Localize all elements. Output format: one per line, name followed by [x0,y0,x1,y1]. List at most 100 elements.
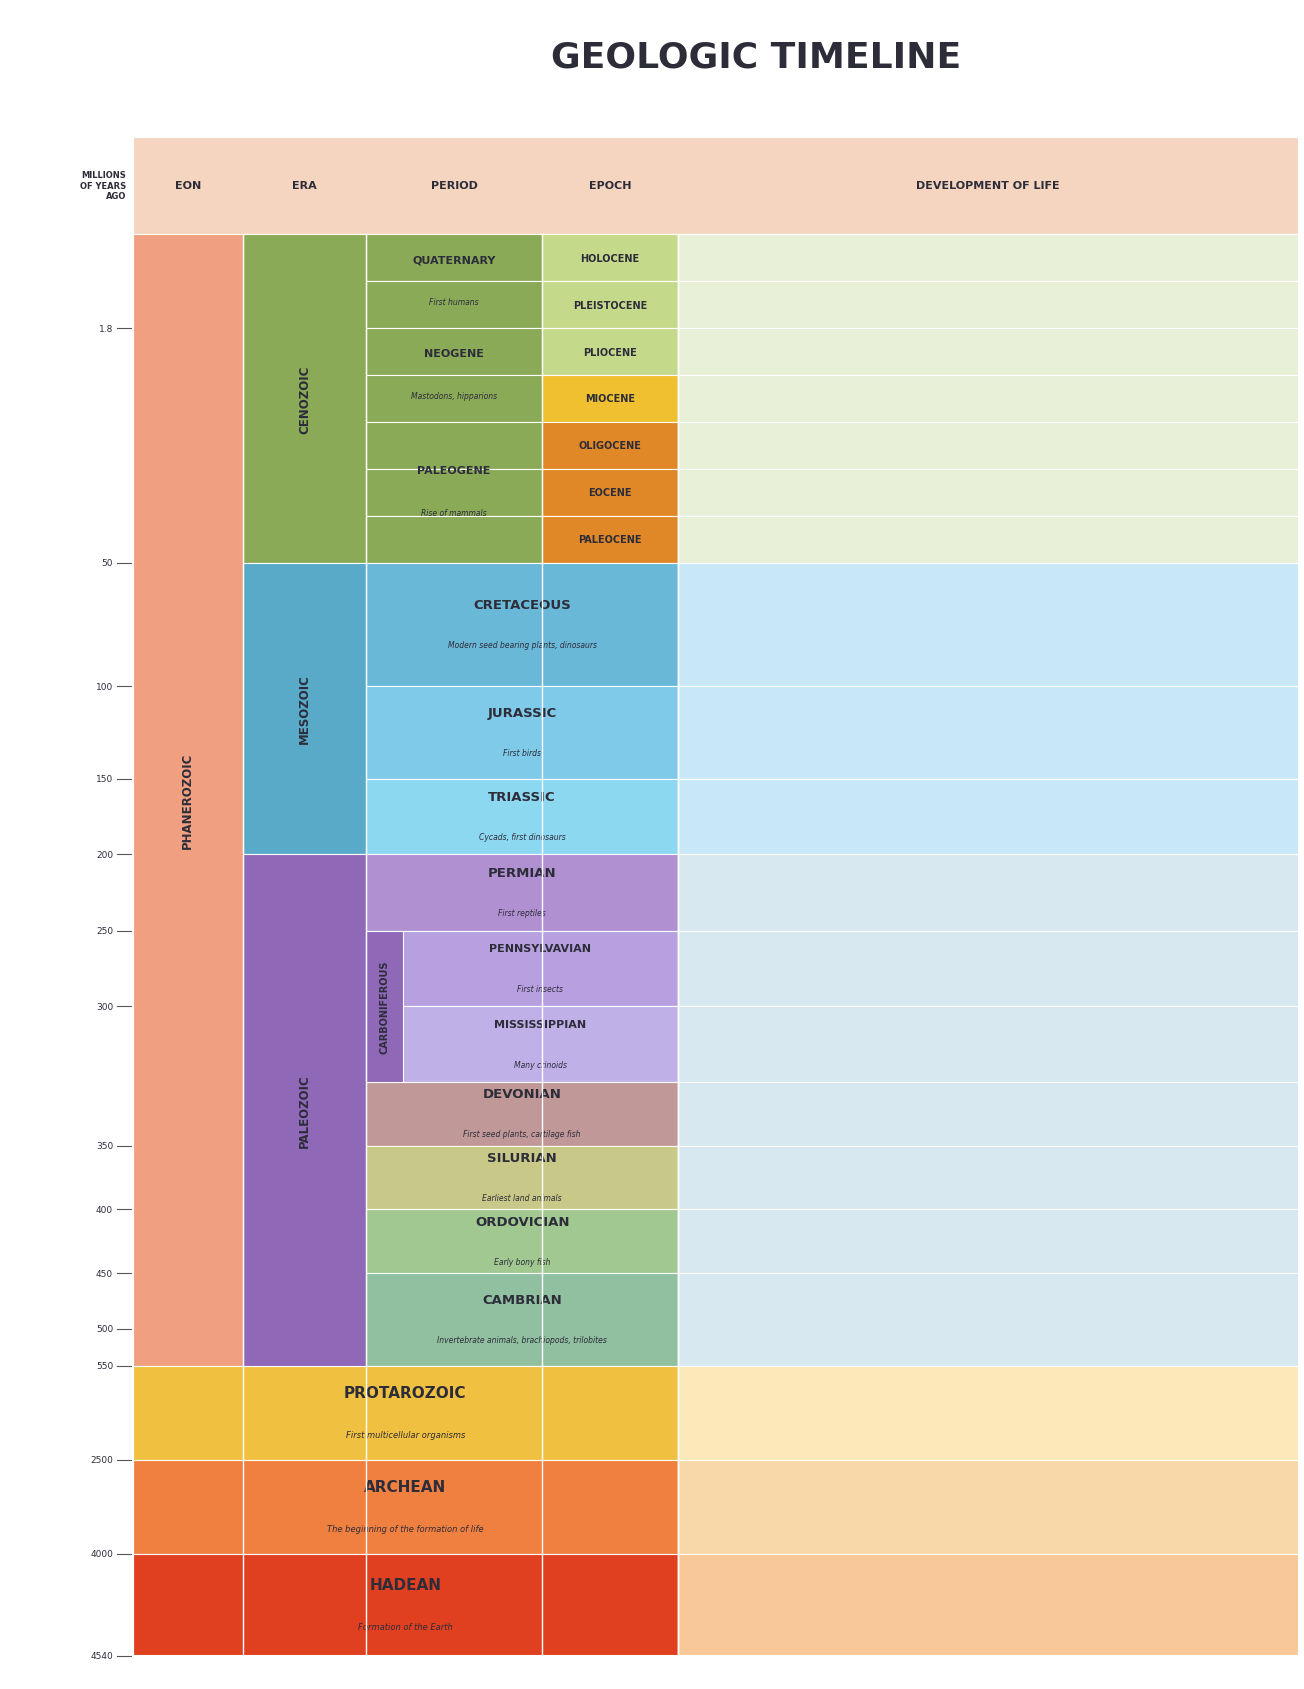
Bar [366,1007,678,1083]
Bar [678,1274,1299,1366]
Text: SILURIAN: SILURIAN [488,1152,557,1164]
Bar [678,235,1299,282]
Text: Invertebrate animals, brachiopods, trilobites: Invertebrate animals, brachiopods, trilo… [437,1336,608,1344]
Bar [366,375,541,422]
Text: 50: 50 [102,559,113,568]
Text: EPOCH: EPOCH [588,181,631,191]
Text: MILLIONS
OF YEARS
AGO: MILLIONS OF YEARS AGO [80,171,126,201]
Bar [678,470,1299,517]
Bar [366,931,403,1083]
Bar [366,564,678,687]
Text: Many crinoids: Many crinoids [514,1061,567,1069]
Text: EOCENE: EOCENE [588,488,631,498]
Text: QUATERNARY: QUATERNARY [412,255,496,265]
Text: PLEISTOCENE: PLEISTOCENE [572,301,647,311]
Text: First reptiles: First reptiles [498,909,546,917]
Text: CARBONIFEROUS: CARBONIFEROUS [379,959,390,1054]
Bar [366,1209,678,1274]
Bar [366,779,678,855]
Bar [133,1366,678,1459]
Bar [678,855,1299,931]
Text: PROTAROZOIC: PROTAROZOIC [344,1385,467,1400]
Bar [541,422,678,470]
Text: Cycads, first dinosaurs: Cycads, first dinosaurs [479,833,566,841]
Bar [366,1145,678,1209]
Bar [541,470,678,517]
Text: Mastodons, hipparions: Mastodons, hipparions [411,392,497,400]
Text: Formation of the Earth: Formation of the Earth [357,1621,452,1632]
Bar [541,375,678,422]
Bar [243,564,366,855]
Text: 550: 550 [96,1361,113,1370]
Text: DEVONIAN: DEVONIAN [482,1088,562,1100]
Text: First multicellular organisms: First multicellular organisms [346,1431,466,1439]
Text: 400: 400 [96,1206,113,1214]
Bar [366,687,678,779]
Bar [366,1083,678,1145]
Text: 100: 100 [96,682,113,691]
Text: ERA: ERA [292,181,317,191]
Bar [678,375,1299,422]
Bar [678,1209,1299,1274]
Text: 300: 300 [96,1002,113,1012]
Text: First insects: First insects [518,985,563,993]
Bar [133,137,1299,235]
Bar [678,517,1299,564]
Text: HOLOCENE: HOLOCENE [580,253,639,263]
Bar [678,282,1299,329]
Bar [243,855,366,1366]
Text: CRETACEOUS: CRETACEOUS [473,598,571,611]
Bar [366,931,678,1007]
Bar [243,235,366,564]
Bar [366,855,678,931]
Bar [133,137,1299,1655]
Text: MESOZOIC: MESOZOIC [299,674,312,743]
Text: PERIOD: PERIOD [430,181,477,191]
Text: GEOLOGIC TIMELINE: GEOLOGIC TIMELINE [552,41,961,74]
Text: 500: 500 [96,1324,113,1334]
Text: PALEOCENE: PALEOCENE [578,535,642,546]
Text: MIOCENE: MIOCENE [584,394,635,404]
Bar [366,235,541,282]
Bar [366,422,541,470]
Bar [678,564,1299,687]
Text: Modern seed bearing plants, dinosaurs: Modern seed bearing plants, dinosaurs [447,640,597,650]
Bar [678,1459,1299,1554]
Bar [366,1274,678,1366]
Bar [541,235,678,282]
Text: PALEOGENE: PALEOGENE [417,466,490,476]
Text: EON: EON [175,181,201,191]
Text: 350: 350 [96,1142,113,1150]
Text: NEOGENE: NEOGENE [424,350,484,358]
Bar [366,282,541,329]
Bar [366,329,541,375]
Bar [678,931,1299,1007]
Text: OLIGOCENE: OLIGOCENE [579,441,642,451]
Bar [678,422,1299,470]
Text: HADEAN: HADEAN [369,1578,441,1593]
Text: TRIASSIC: TRIASSIC [488,790,556,804]
Bar [678,329,1299,375]
Text: First seed plants, cartilage fish: First seed plants, cartilage fish [463,1130,580,1138]
Bar [366,470,541,517]
Text: PENNSYLVAVIAN: PENNSYLVAVIAN [489,944,591,954]
Bar [366,517,541,564]
Text: 250: 250 [96,927,113,936]
Text: 4000: 4000 [90,1549,113,1559]
Text: PLIOCENE: PLIOCENE [583,348,636,358]
Text: ARCHEAN: ARCHEAN [364,1480,446,1495]
Text: Earliest land animals: Earliest land animals [482,1194,562,1203]
Text: ORDOVICIAN: ORDOVICIAN [475,1214,570,1228]
Bar [678,1007,1299,1083]
Text: MISSISSIPPIAN: MISSISSIPPIAN [494,1018,587,1029]
Bar [541,282,678,329]
Text: Rise of mammals: Rise of mammals [421,508,486,517]
Text: Early bony fish: Early bony fish [494,1257,550,1267]
Text: The beginning of the formation of life: The beginning of the formation of life [327,1523,484,1534]
Text: 2500: 2500 [90,1456,113,1464]
Bar [133,1554,678,1655]
Text: PERMIAN: PERMIAN [488,866,557,880]
Bar [133,235,243,1366]
Text: First humans: First humans [429,297,479,307]
Bar [541,329,678,375]
